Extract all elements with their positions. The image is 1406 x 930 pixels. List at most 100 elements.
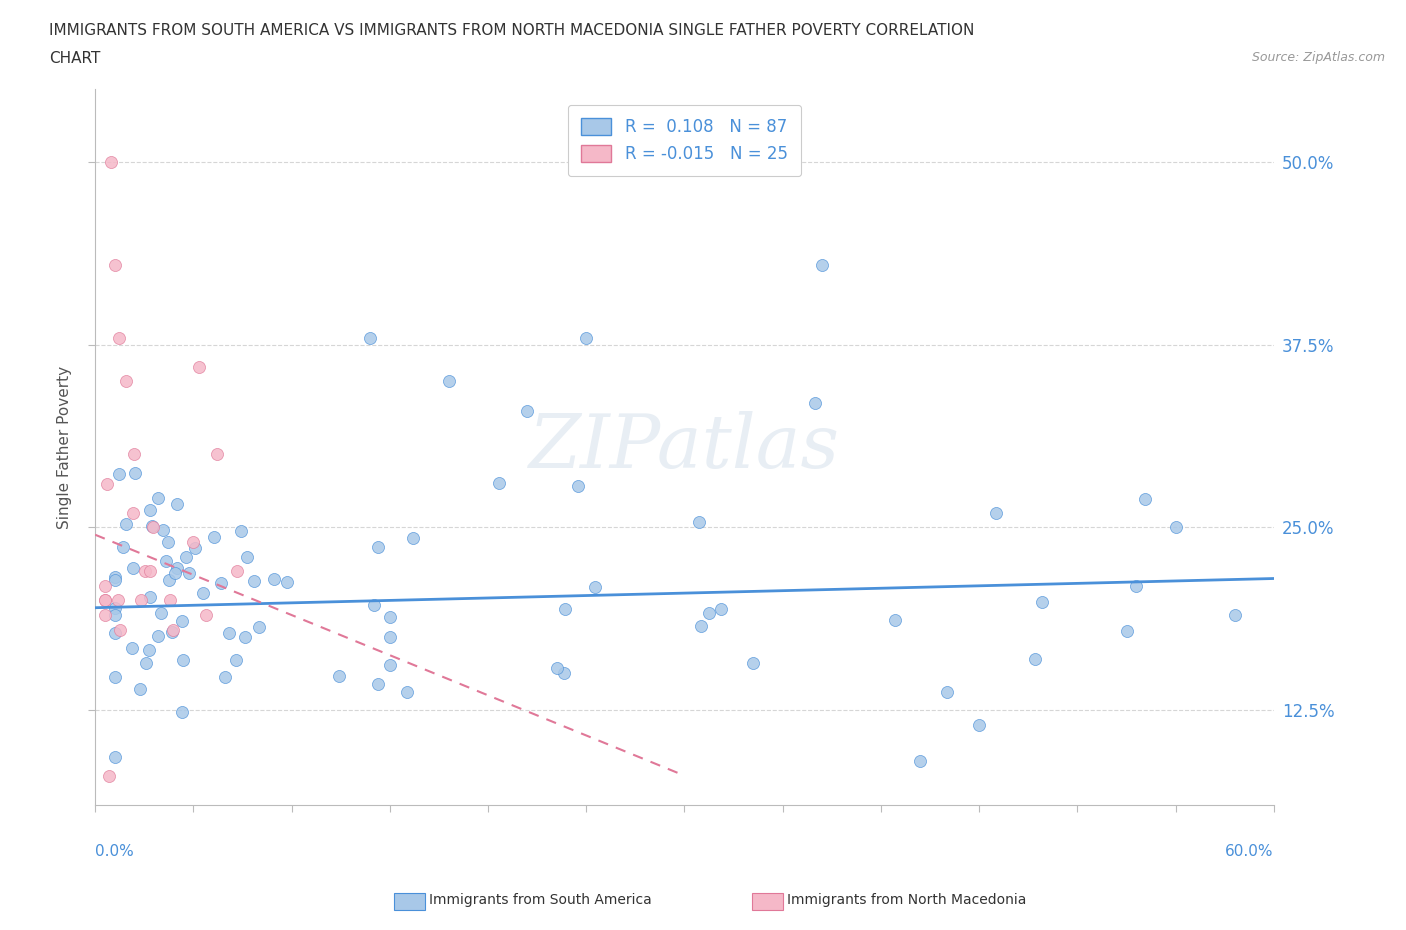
Point xyxy=(218,626,240,641)
Point xyxy=(124,466,146,481)
Point xyxy=(193,586,215,601)
Point xyxy=(243,573,266,588)
Point xyxy=(159,593,181,608)
Point xyxy=(104,600,127,615)
Point xyxy=(233,630,256,644)
Point xyxy=(263,572,285,587)
Point xyxy=(149,605,172,620)
Point xyxy=(135,656,157,671)
Point xyxy=(155,554,177,569)
Point xyxy=(688,515,710,530)
Point xyxy=(378,630,401,644)
Point xyxy=(401,531,423,546)
Point xyxy=(94,578,117,593)
Point xyxy=(129,593,152,608)
Point xyxy=(94,593,117,608)
Text: 0.0%: 0.0% xyxy=(96,844,134,859)
Point xyxy=(209,576,232,591)
Point xyxy=(396,684,419,699)
Point xyxy=(174,550,197,565)
Point xyxy=(138,643,160,658)
Point xyxy=(1223,607,1246,622)
Point xyxy=(138,502,160,517)
Point xyxy=(107,467,129,482)
Point xyxy=(104,569,127,584)
Point xyxy=(139,590,162,604)
Point xyxy=(516,404,538,418)
Point xyxy=(378,610,401,625)
Point xyxy=(159,573,181,588)
Legend: R =  0.108   N = 87, R = -0.015   N = 25: R = 0.108 N = 87, R = -0.015 N = 25 xyxy=(568,105,801,176)
Point xyxy=(214,670,236,684)
Point xyxy=(710,602,733,617)
Point xyxy=(146,629,169,644)
Point xyxy=(554,602,576,617)
Point xyxy=(804,396,827,411)
Text: 60.0%: 60.0% xyxy=(1225,844,1274,859)
Point xyxy=(363,597,385,612)
Point xyxy=(378,658,401,673)
Point xyxy=(94,607,117,622)
Point xyxy=(811,258,834,272)
Point xyxy=(104,258,127,272)
Point xyxy=(583,579,606,594)
Point xyxy=(1024,652,1046,667)
Point xyxy=(172,704,194,719)
Point xyxy=(884,613,907,628)
Point xyxy=(546,660,568,675)
Point xyxy=(162,622,184,637)
Point xyxy=(742,655,765,670)
Point xyxy=(104,670,127,684)
Point xyxy=(142,520,165,535)
Point xyxy=(984,505,1007,520)
Point xyxy=(575,330,598,345)
Point xyxy=(122,561,145,576)
Point xyxy=(128,682,150,697)
Point xyxy=(908,753,931,768)
Point xyxy=(1031,594,1053,609)
Point xyxy=(187,359,209,374)
Point xyxy=(488,475,510,490)
Point xyxy=(697,605,720,620)
Point xyxy=(1125,579,1147,594)
Point xyxy=(205,447,228,462)
Point xyxy=(689,618,711,633)
Point xyxy=(121,505,143,520)
Point xyxy=(156,534,179,549)
Point xyxy=(104,626,127,641)
Point xyxy=(194,607,217,622)
Text: IMMIGRANTS FROM SOUTH AMERICA VS IMMIGRANTS FROM NORTH MACEDONIA SINGLE FATHER P: IMMIGRANTS FROM SOUTH AMERICA VS IMMIGRA… xyxy=(49,23,974,38)
Point xyxy=(152,523,174,538)
Point xyxy=(202,529,225,544)
Point xyxy=(437,374,460,389)
Point xyxy=(967,717,990,732)
Point xyxy=(122,447,145,462)
Point xyxy=(367,540,389,555)
Point xyxy=(121,641,143,656)
Point xyxy=(160,625,183,640)
Point xyxy=(141,518,163,533)
Point xyxy=(276,575,298,590)
Point xyxy=(229,524,252,538)
Point xyxy=(177,565,200,580)
Point xyxy=(104,608,127,623)
Point xyxy=(181,535,204,550)
Point xyxy=(96,476,118,491)
Point xyxy=(94,593,117,608)
Point xyxy=(100,155,122,170)
Point xyxy=(367,677,389,692)
Point xyxy=(359,330,381,345)
Point xyxy=(166,561,188,576)
Point xyxy=(139,564,162,578)
Point xyxy=(166,497,188,512)
Text: CHART: CHART xyxy=(49,51,101,66)
Point xyxy=(148,491,170,506)
Point xyxy=(134,564,156,578)
Point xyxy=(172,652,194,667)
Text: Source: ZipAtlas.com: Source: ZipAtlas.com xyxy=(1251,51,1385,64)
Point xyxy=(112,540,135,555)
Point xyxy=(328,669,350,684)
Text: Immigrants from South America: Immigrants from South America xyxy=(429,893,651,908)
Point xyxy=(104,750,127,764)
Point xyxy=(107,593,129,608)
